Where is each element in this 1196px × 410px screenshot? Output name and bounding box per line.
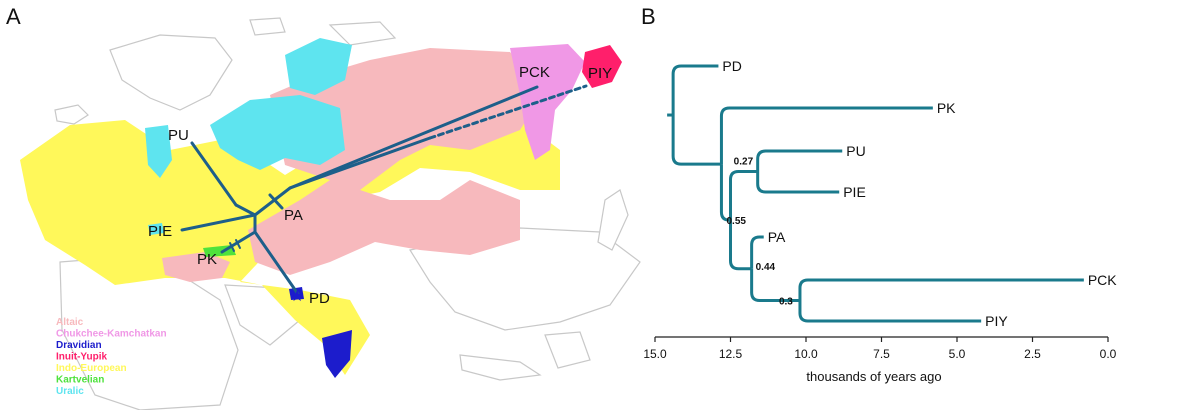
legend-item: Inuit-Yupik (56, 352, 108, 363)
map-node-pck: PCK (519, 64, 550, 81)
tree-branches (667, 64, 1084, 323)
branch-c44 (729, 220, 752, 271)
migration-routes (180, 84, 588, 296)
route-center-pa (234, 203, 257, 217)
map-node-pu: PU (168, 127, 189, 144)
route-pa-stub (268, 193, 284, 210)
support-value: 0.55 (727, 216, 747, 227)
tree-tip-pu: PU (846, 143, 865, 159)
tree-tip-pck: PCK (1088, 272, 1117, 288)
map-node-pk: PK (197, 251, 217, 268)
tree-tip-pa: PA (768, 229, 786, 245)
route-pk (220, 230, 257, 254)
language-family-regions (20, 38, 622, 378)
map-node-pa: PA (284, 207, 303, 224)
time-axis: 15.0 12.5 10.0 7.5 5.0 2.5 0.0 (643, 336, 1117, 361)
support-value: 0.44 (756, 262, 776, 273)
support-value: 0.3 (779, 297, 793, 308)
legend-item: Altaic (56, 317, 84, 328)
tree-tip-pk: PK (937, 100, 956, 116)
branch-piy (798, 300, 982, 323)
region-dravidian (322, 330, 352, 378)
route-piy (288, 136, 432, 190)
route-pie (180, 213, 257, 232)
map-node-pie: PIE (148, 223, 172, 240)
branch-pa (750, 235, 764, 269)
route-piy-dotted (428, 84, 588, 140)
tree-tip-labels: PD PK PU PIE PA PCK PIY (722, 58, 1117, 329)
route-pd (253, 230, 300, 296)
arctic-island-outline-2 (249, 17, 286, 36)
tree-tip-pie: PIE (843, 184, 866, 200)
legend-item: Dravidian (56, 340, 102, 351)
japan-outline (597, 189, 629, 251)
branch-pu (756, 149, 843, 172)
map-node-piy: PIY (588, 65, 612, 82)
route-pu (190, 141, 238, 207)
branch-ingroup (671, 115, 722, 166)
greenland-outline (109, 34, 233, 111)
branch-c27 (729, 170, 758, 221)
branch-pd (671, 64, 719, 116)
legend-item: Kartvelian (56, 375, 104, 386)
route-pk-tick-1 (229, 242, 235, 252)
borneo-outline (544, 331, 591, 369)
panel-a-letter: A (6, 4, 21, 29)
region-uralic-taimyr (285, 38, 352, 95)
x-tick-label: 5.0 (949, 347, 966, 361)
legend-item: Uralic (56, 386, 84, 397)
iceland-outline (54, 104, 89, 125)
panel-b: B PD PK PU PIE PA PCK PIY 0.27 0.55 0.44 0.3 15.0… (641, 4, 1117, 384)
x-axis-title: thousands of years ago (806, 369, 941, 384)
x-tick-label: 2.5 (1024, 347, 1041, 361)
arctic-island-outline (328, 21, 397, 46)
route-pk-tick-2 (235, 239, 241, 249)
region-uralic-hungary (148, 223, 164, 235)
tree-tip-piy: PIY (985, 313, 1008, 329)
x-tick-label: 7.5 (873, 347, 890, 361)
region-chukchee-kamchatkan (510, 44, 585, 160)
pd-star-icon: ★ (290, 286, 304, 305)
region-altaic-anatolia (162, 252, 230, 282)
tree-support-values: 0.27 0.55 0.44 0.3 (727, 157, 794, 308)
x-tick-label: 10.0 (794, 347, 818, 361)
support-value: 0.27 (734, 157, 754, 168)
indonesia-outline (459, 354, 542, 381)
branch-pie (756, 171, 840, 194)
region-inuit-yupik (582, 45, 622, 88)
legend-item: Chukchee-Kamchatkan (56, 329, 167, 340)
panel-b-letter: B (641, 4, 656, 29)
branch-pk (719, 106, 933, 165)
x-tick-label: 15.0 (643, 347, 667, 361)
map-legend: AltaicChukchee-KamchatkanDravidianInuit-… (56, 317, 167, 397)
branch-pck (798, 278, 1084, 301)
region-uralic-finland (145, 125, 172, 178)
map-node-pd: PD (309, 290, 330, 307)
route-pa (253, 186, 292, 217)
region-uralic-north (210, 95, 345, 170)
region-indo-european (20, 120, 560, 375)
branch-c30 (750, 268, 800, 302)
panel-a: A (6, 4, 641, 410)
route-pck (288, 85, 539, 190)
tree-tip-pd: PD (722, 58, 741, 74)
x-tick-label: 12.5 (719, 347, 743, 361)
x-tick-label: 0.0 (1100, 347, 1117, 361)
legend-item: Indo-European (56, 363, 127, 374)
